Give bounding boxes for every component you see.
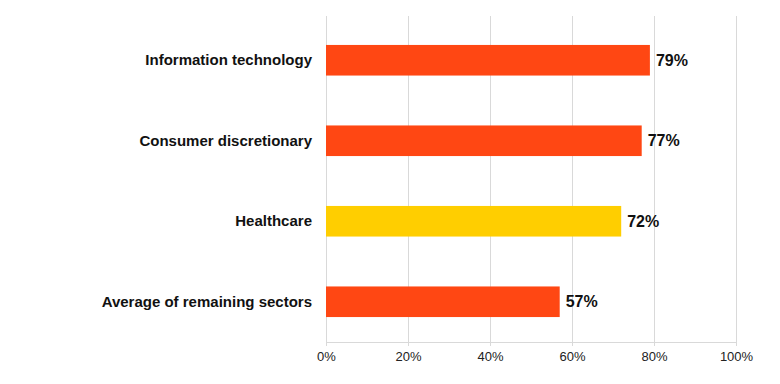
category-label: Average of remaining sectors xyxy=(102,293,312,310)
tick: 40% xyxy=(477,342,503,364)
bar xyxy=(326,286,560,317)
chart: 79% 77% 72% 57% 0% 20% 40% 60% 80% 100% Informatio… xyxy=(0,0,780,384)
bar xyxy=(326,125,642,156)
tick: 20% xyxy=(395,342,421,364)
tick-label: 60% xyxy=(559,349,585,364)
tick: Consumer discretionary xyxy=(139,132,326,149)
tick-label: 0% xyxy=(317,349,336,364)
tick-label: 20% xyxy=(395,349,421,364)
tick: 80% xyxy=(641,342,667,364)
data-label: 79% xyxy=(656,52,688,69)
category-label: Information technology xyxy=(145,51,312,68)
data-label: 77% xyxy=(648,132,680,149)
tick: 60% xyxy=(559,342,585,364)
y-axis: Information technology Consumer discretio… xyxy=(102,51,326,310)
data-labels: 79% 77% 72% 57% xyxy=(566,52,688,311)
tick: Healthcare xyxy=(235,212,326,229)
axis-line xyxy=(327,342,737,343)
tick: 100% xyxy=(720,342,754,364)
tick: 0% xyxy=(317,342,336,364)
x-axis: 0% 20% 40% 60% 80% 100% xyxy=(317,342,753,364)
category-label: Healthcare xyxy=(235,212,312,229)
tick-label: 80% xyxy=(641,349,667,364)
grid-line xyxy=(736,16,737,346)
data-label: 72% xyxy=(627,213,659,230)
data-label: 57% xyxy=(566,293,598,310)
bar xyxy=(326,206,621,237)
category-label: Consumer discretionary xyxy=(139,132,312,149)
tick: Average of remaining sectors xyxy=(102,293,326,310)
bar xyxy=(326,45,650,76)
tick: Information technology xyxy=(145,51,326,68)
tick-label: 40% xyxy=(477,349,503,364)
grid-line xyxy=(654,16,655,346)
tick-label: 100% xyxy=(720,349,754,364)
grid xyxy=(326,16,736,346)
bars xyxy=(326,45,650,317)
